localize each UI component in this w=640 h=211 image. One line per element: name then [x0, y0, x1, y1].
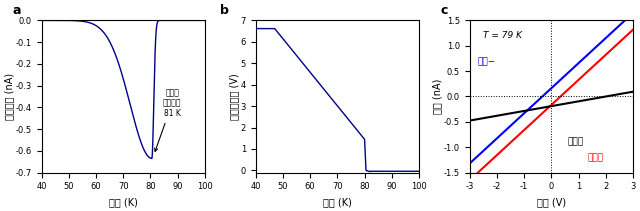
X-axis label: 温度 (K): 温度 (K): [109, 197, 138, 207]
X-axis label: 電圧 (V): 電圧 (V): [537, 197, 566, 207]
Text: 強誘電
転移温度
81 K: 強誘電 転移温度 81 K: [155, 88, 182, 151]
Text: b: b: [220, 4, 228, 17]
Text: 分極＋: 分極＋: [588, 153, 604, 162]
X-axis label: 温度 (K): 温度 (K): [323, 197, 352, 207]
Text: T = 79 K: T = 79 K: [483, 31, 522, 40]
Text: 暗電流: 暗電流: [568, 138, 584, 147]
Text: c: c: [440, 4, 447, 17]
Text: 分極−: 分極−: [478, 58, 496, 66]
Text: a: a: [12, 4, 20, 17]
Y-axis label: 開放端電圧 (V): 開放端電圧 (V): [229, 73, 239, 120]
Y-axis label: 電流 (nA): 電流 (nA): [433, 79, 442, 114]
Y-axis label: 短絡電流 (nA): 短絡電流 (nA): [4, 73, 14, 120]
